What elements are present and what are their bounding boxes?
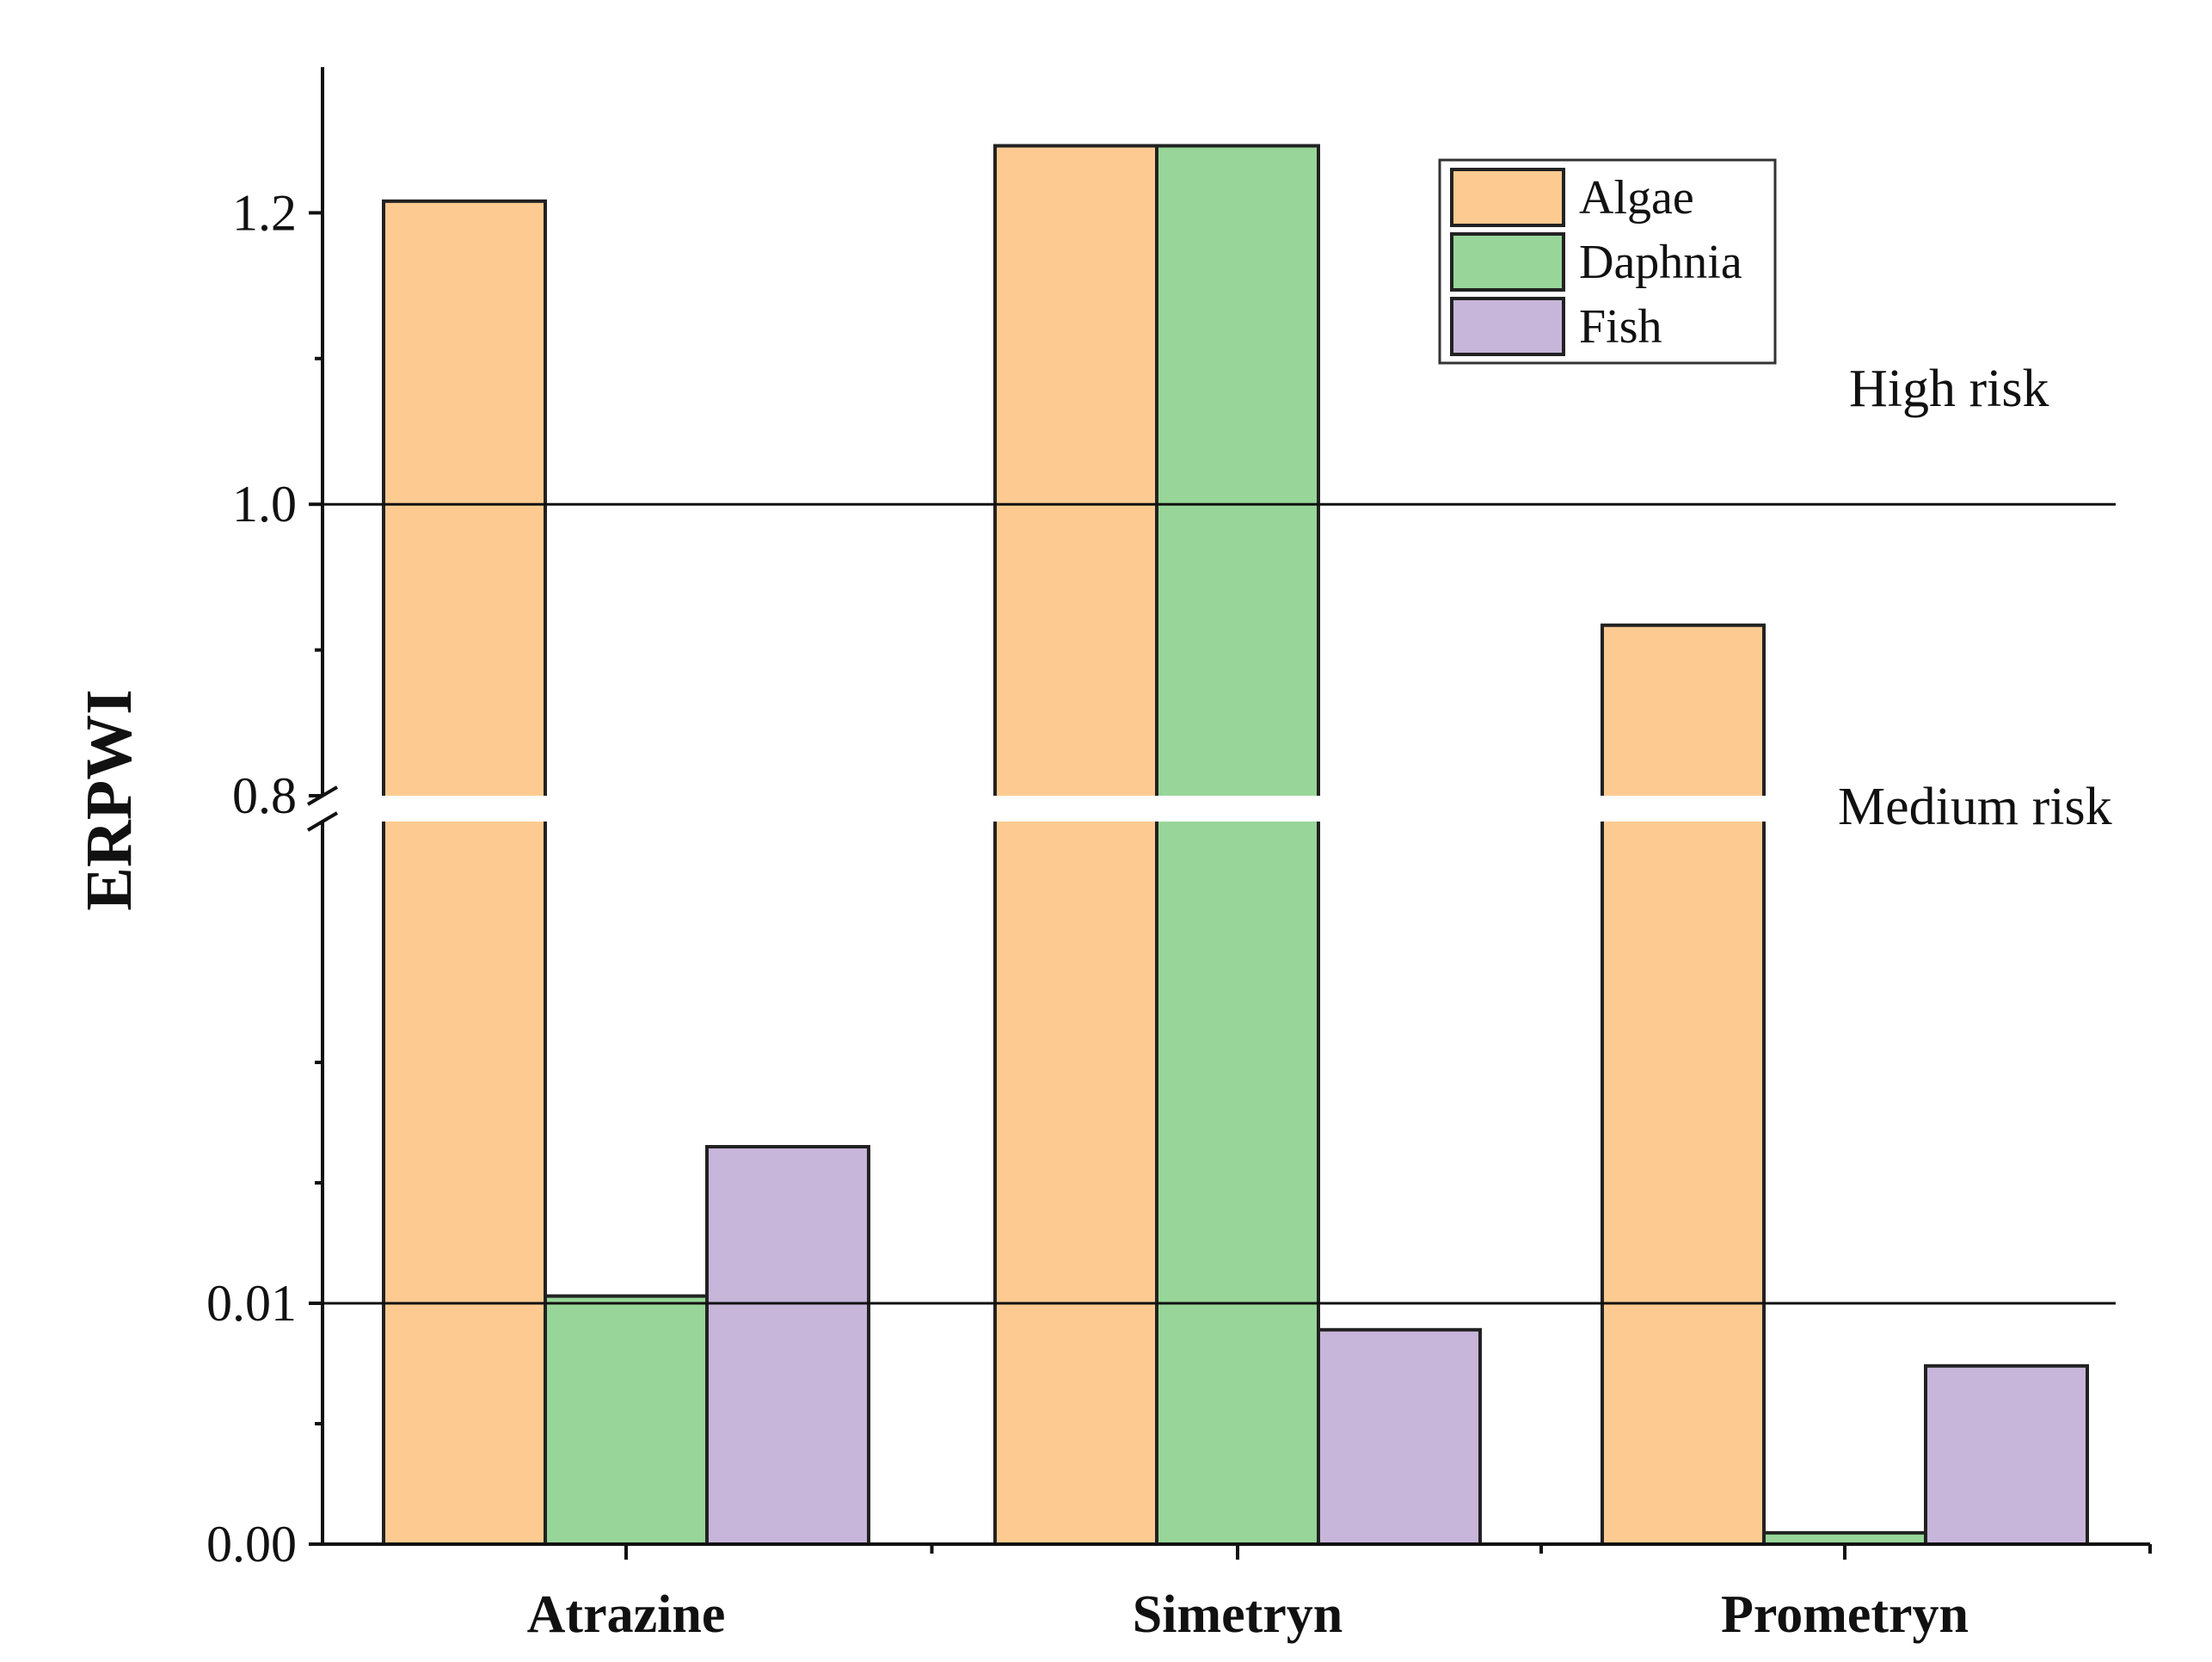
- y-tick-label: 0.00: [206, 1516, 297, 1573]
- high-risk-label: High risk: [1849, 360, 2049, 418]
- legend-label-daphnia: Daphnia: [1579, 236, 1742, 289]
- legend-label-algae: Algae: [1579, 171, 1694, 225]
- legend-label-fish: Fish: [1579, 300, 1662, 354]
- bar-algae-prometryn: [1601, 623, 1766, 1546]
- x-category-label: Atrazine: [527, 1585, 726, 1644]
- bar-fish-prometryn: [1924, 1363, 2089, 1547]
- y-tick-label: 0.01: [206, 1275, 297, 1332]
- legend: Algae Daphnia Fish: [1438, 158, 1777, 365]
- bar-algae-simetryn: [993, 144, 1158, 1547]
- y-tick-label: 1.0: [232, 476, 297, 532]
- legend-swatch-fish: [1450, 297, 1565, 356]
- axis-break-gap: [284, 796, 2210, 822]
- bar-daphnia-atrazine: [544, 1294, 709, 1546]
- x-category-label: Prometryn: [1721, 1585, 1969, 1644]
- reference-lines: [323, 502, 2116, 1305]
- bars-layer: [382, 144, 2089, 1547]
- medium-risk-label: Medium risk: [1838, 778, 2112, 836]
- bar-daphnia-simetryn: [1155, 144, 1320, 1547]
- axis-break: [284, 785, 2210, 832]
- y-axis-title: ERPWI: [73, 689, 145, 911]
- y-tick-label: 1.2: [232, 184, 297, 241]
- legend-swatch-daphnia: [1450, 232, 1565, 292]
- bar-fish-simetryn: [1317, 1327, 1482, 1547]
- y-tick-label: 0.8: [232, 767, 297, 824]
- axes: 0.00 0.01 0.8 1.0 1.2 Atrazine Simetryn Prometr…: [206, 67, 2152, 1644]
- legend-swatch-algae: [1450, 168, 1565, 227]
- x-category-label: Simetryn: [1133, 1585, 1343, 1644]
- bar-fish-atrazine: [705, 1145, 870, 1546]
- bar-algae-atrazine: [382, 199, 547, 1546]
